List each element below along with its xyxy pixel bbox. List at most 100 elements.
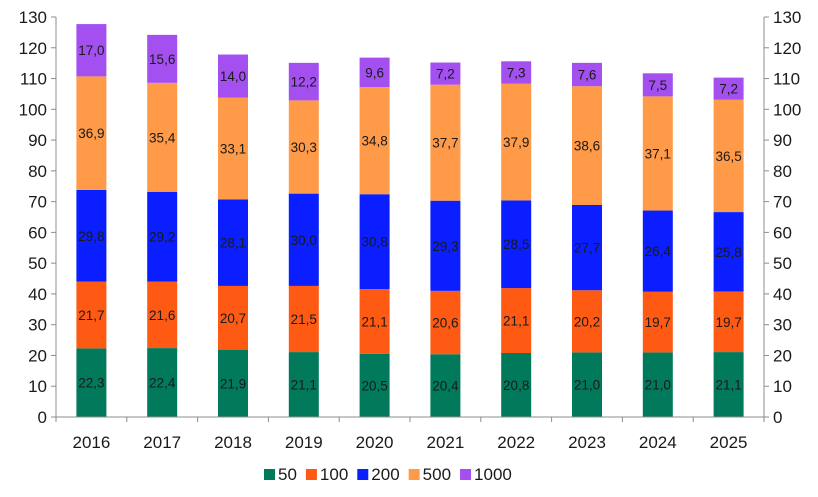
data-label-100-2021: 20,6: [432, 316, 458, 331]
legend-swatch-1000: [460, 469, 472, 480]
bar-50-2016: [76, 348, 107, 417]
bar-50-2019: [288, 352, 319, 417]
data-label-100-2020: 21,1: [361, 314, 387, 329]
bar-50-2023: [572, 352, 602, 417]
bar-500-2020: [359, 87, 390, 195]
y-tick-label-right: 20: [773, 346, 792, 365]
bar-200-2022: [501, 200, 532, 289]
x-tick-label-2023: 2023: [568, 433, 606, 452]
data-label-200-2018: 28,1: [220, 236, 246, 251]
data-label-200-2023: 27,7: [574, 241, 600, 256]
y-tick-label-left: 100: [19, 100, 47, 119]
legend-swatch-50: [264, 469, 275, 480]
data-label-1000-2025: 7,2: [719, 82, 738, 97]
data-label-1000-2023: 7,6: [578, 68, 597, 83]
data-label-100-2022: 21,1: [503, 314, 529, 329]
data-label-500-2018: 33,1: [220, 142, 246, 157]
data-label-200-2017: 29,2: [149, 230, 175, 245]
bar-100-2020: [359, 289, 390, 354]
bar-50-2018: [218, 349, 248, 417]
y-tick-label-right: 40: [773, 285, 792, 304]
y-tick-label-left: 40: [28, 285, 47, 304]
y-tick-label-right: 130: [773, 8, 801, 27]
legend-label-1000: 1000: [474, 465, 512, 484]
data-label-50-2022: 20,8: [503, 378, 529, 393]
bar-200-2023: [572, 205, 602, 291]
data-label-50-2020: 20,5: [361, 378, 387, 393]
bar-1000-2017: [147, 34, 178, 83]
bar-200-2024: [642, 210, 673, 292]
data-label-500-2016: 36,9: [78, 126, 104, 141]
data-label-100-2018: 20,7: [220, 311, 246, 326]
data-label-200-2024: 26,4: [645, 244, 672, 259]
bar-1000-2025: [713, 77, 744, 100]
bar-1000-2024: [642, 73, 673, 97]
y-tick-label-left: 0: [38, 408, 47, 427]
y-tick-label-right: 90: [773, 131, 792, 150]
data-label-500-2021: 37,7: [432, 136, 458, 151]
legend-label-100: 100: [320, 465, 348, 484]
data-label-500-2020: 34,8: [361, 134, 387, 149]
bar-500-2025: [713, 99, 744, 213]
data-label-50-2016: 22,3: [78, 376, 104, 391]
bar-1000-2023: [572, 62, 602, 87]
bar-100-2023: [572, 290, 602, 353]
bar-500-2019: [288, 100, 319, 194]
bar-500-2017: [147, 82, 178, 192]
data-label-100-2025: 19,7: [715, 315, 741, 330]
bar-200-2016: [76, 189, 107, 282]
legend-swatch-100: [305, 469, 317, 480]
y-tick-label-left: 10: [28, 377, 47, 396]
x-tick-label-2016: 2016: [72, 433, 110, 452]
bar-500-2023: [572, 86, 602, 205]
bar-200-2021: [430, 200, 461, 291]
y-tick-label-right: 50: [773, 254, 792, 273]
bar-50-2020: [359, 353, 390, 417]
data-label-50-2018: 21,9: [220, 376, 246, 391]
data-label-50-2021: 20,4: [432, 379, 459, 394]
data-label-1000-2020: 9,6: [365, 65, 384, 80]
data-label-200-2025: 25,8: [715, 245, 741, 260]
data-label-50-2017: 22,4: [149, 376, 176, 391]
x-tick-label-2017: 2017: [143, 433, 181, 452]
y-tick-label-left: 130: [19, 8, 47, 27]
y-tick-label-right: 100: [773, 100, 801, 119]
data-label-100-2019: 21,5: [291, 312, 317, 327]
y-tick-label-left: 80: [28, 162, 47, 181]
bar-500-2021: [430, 84, 461, 201]
bar-500-2024: [642, 96, 673, 211]
data-label-1000-2019: 12,2: [291, 75, 317, 90]
bar-200-2019: [288, 193, 319, 286]
data-label-100-2024: 19,7: [645, 315, 671, 330]
data-label-100-2017: 21,6: [149, 308, 175, 323]
bar-100-2024: [642, 291, 673, 353]
bar-50-2022: [501, 353, 532, 417]
data-label-500-2025: 36,5: [715, 149, 741, 164]
y-tick-label-left: 30: [28, 316, 47, 335]
x-tick-label-2024: 2024: [639, 433, 677, 452]
data-label-200-2016: 29,8: [78, 229, 104, 244]
bar-500-2016: [76, 76, 107, 190]
bar-50-2017: [147, 348, 178, 417]
bar-50-2025: [713, 352, 744, 417]
x-tick-label-2022: 2022: [497, 433, 535, 452]
y-tick-label-right: 0: [773, 408, 782, 427]
x-tick-label-2025: 2025: [710, 433, 748, 452]
legend-label-200: 200: [371, 465, 399, 484]
y-tick-label-right: 30: [773, 316, 792, 335]
legend: 50 100 200 500 1000: [264, 465, 512, 484]
data-label-200-2019: 30,0: [291, 233, 317, 248]
y-tick-label-left: 120: [19, 39, 47, 58]
y-tick-label-left: 90: [28, 131, 47, 150]
bar-1000-2022: [501, 61, 532, 84]
y-tick-label-left: 70: [28, 193, 47, 212]
data-label-50-2019: 21,1: [291, 378, 317, 393]
data-label-100-2023: 20,2: [574, 314, 600, 329]
bar-1000-2018: [218, 54, 248, 98]
y-tick-label-left: 50: [28, 254, 47, 273]
legend-label-50: 50: [278, 465, 297, 484]
y-tick-label-right: 110: [773, 70, 800, 89]
data-label-500-2019: 30,3: [291, 140, 317, 155]
bar-100-2018: [218, 285, 248, 350]
bar-1000-2020: [359, 57, 390, 88]
